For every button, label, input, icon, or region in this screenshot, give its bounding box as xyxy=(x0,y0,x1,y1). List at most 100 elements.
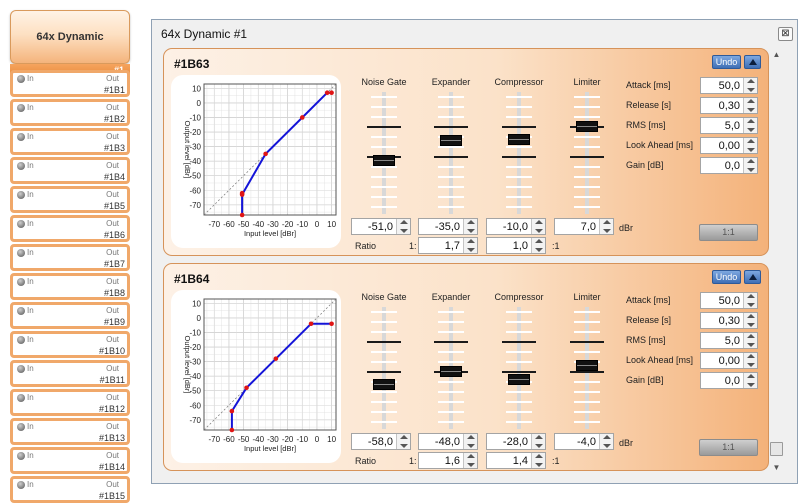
scroll-thumb[interactable] xyxy=(770,442,783,456)
slider-knob[interactable] xyxy=(440,366,462,378)
slider-knob[interactable] xyxy=(576,360,598,372)
channel-item[interactable]: In Out #1B9 xyxy=(10,302,130,329)
channel-item[interactable]: In Out #1B15 xyxy=(10,476,130,503)
channel-name: #1B11 xyxy=(99,375,125,385)
slider-tick xyxy=(574,176,600,178)
spin-arrows-icon[interactable] xyxy=(743,373,757,388)
expander-ratio-spin[interactable]: 1,6 xyxy=(418,452,478,469)
vertical-scrollbar[interactable]: ▲ ▼ xyxy=(769,47,784,475)
undo-button[interactable]: Undo xyxy=(712,55,741,69)
limiter-threshold-spin[interactable]: -4,0 xyxy=(554,433,614,450)
channel-item[interactable]: In Out #1B2 xyxy=(10,99,130,126)
compressor-ratio-spin[interactable]: 1,0 xyxy=(486,237,546,254)
module-title-button[interactable]: 64x Dynamic xyxy=(10,10,130,64)
spin-arrows-icon[interactable] xyxy=(743,118,757,133)
noise-gate-label: Noise Gate xyxy=(361,77,407,87)
spin-arrows-icon[interactable] xyxy=(743,98,757,113)
spin-arrows-icon[interactable] xyxy=(531,453,545,468)
spin-arrows-icon[interactable] xyxy=(531,219,545,234)
noise-gate-threshold-spin[interactable]: -51,0 xyxy=(351,218,411,235)
spin-arrows-icon[interactable] xyxy=(743,293,757,308)
slider-tick xyxy=(371,136,397,138)
limiter-slider[interactable] xyxy=(564,307,610,429)
x-tick-label: -10 xyxy=(296,435,308,444)
collapse-icon[interactable] xyxy=(744,55,761,69)
gain-spin[interactable]: 0,0 xyxy=(700,372,758,389)
slider-knob[interactable] xyxy=(440,135,462,147)
spin-arrows-icon[interactable] xyxy=(463,434,477,449)
rms-spin[interactable]: 5,0 xyxy=(700,117,758,134)
spin-arrows-icon[interactable] xyxy=(743,78,757,93)
spin-arrows-icon[interactable] xyxy=(463,453,477,468)
spin-arrows-icon[interactable] xyxy=(463,219,477,234)
noise-gate-slider[interactable] xyxy=(361,307,407,429)
compressor-threshold-spin[interactable]: -28,0 xyxy=(486,433,546,450)
slider-knob[interactable] xyxy=(508,373,530,385)
spin-arrows-icon[interactable] xyxy=(396,219,410,234)
spin-arrows-icon[interactable] xyxy=(743,333,757,348)
scroll-up-icon[interactable]: ▲ xyxy=(772,50,781,59)
attack-spin[interactable]: 50,0 xyxy=(700,292,758,309)
expander-slider[interactable] xyxy=(428,307,474,429)
expander-ratio-spin-value: 1,7 xyxy=(444,240,460,252)
slider-knob[interactable] xyxy=(508,133,530,145)
slider-knob[interactable] xyxy=(373,154,395,166)
compressor-slider[interactable] xyxy=(496,307,542,429)
spin-arrows-icon[interactable] xyxy=(743,138,757,153)
spin-arrows-icon[interactable] xyxy=(743,353,757,368)
channel-item[interactable]: In Out #1B1 xyxy=(10,70,130,97)
slider-tick xyxy=(506,96,532,98)
channel-item[interactable]: In Out #1B8 xyxy=(10,273,130,300)
channel-item[interactable]: In Out #1B4 xyxy=(10,157,130,184)
channel-item[interactable]: In Out #1B7 xyxy=(10,244,130,271)
undo-button[interactable]: Undo xyxy=(712,270,741,284)
compressor-slider[interactable] xyxy=(496,92,542,214)
channel-item[interactable]: In Out #1B13 xyxy=(10,418,130,445)
led-icon xyxy=(17,104,25,112)
expander-threshold-spin[interactable]: -35,0 xyxy=(418,218,478,235)
spin-arrows-icon[interactable] xyxy=(743,313,757,328)
channel-item[interactable]: In Out #1B14 xyxy=(10,447,130,474)
one-to-one-button[interactable]: 1:1 xyxy=(699,224,758,241)
limiter-threshold-spin[interactable]: 7,0 xyxy=(554,218,614,235)
slider-knob[interactable] xyxy=(373,378,395,390)
channel-item[interactable]: In Out #1B6 xyxy=(10,215,130,242)
close-button[interactable]: ⊠ xyxy=(778,27,793,41)
channel-name: #1B5 xyxy=(103,201,125,211)
led-icon xyxy=(17,191,25,199)
gain-spin[interactable]: 0,0 xyxy=(700,157,758,174)
ratio-label: Ratio xyxy=(355,456,377,466)
spin-arrows-icon[interactable] xyxy=(599,434,613,449)
scroll-down-icon[interactable]: ▼ xyxy=(772,463,781,472)
spin-arrows-icon[interactable] xyxy=(531,238,545,253)
compressor-ratio-spin[interactable]: 1,4 xyxy=(486,452,546,469)
spin-arrows-icon[interactable] xyxy=(463,238,477,253)
channel-item[interactable]: In Out #1B10 xyxy=(10,331,130,358)
channel-item[interactable]: In Out #1B11 xyxy=(10,360,130,387)
noise-gate-slider[interactable] xyxy=(361,92,407,214)
one-to-one-button[interactable]: 1:1 xyxy=(699,439,758,456)
look-ahead-spin[interactable]: 0,00 xyxy=(700,137,758,154)
slider-track xyxy=(449,92,453,214)
collapse-icon[interactable] xyxy=(744,270,761,284)
spin-arrows-icon[interactable] xyxy=(743,158,757,173)
channel-item[interactable]: In Out #1B12 xyxy=(10,389,130,416)
release-spin[interactable]: 0,30 xyxy=(700,312,758,329)
rms-spin[interactable]: 5,0 xyxy=(700,332,758,349)
compressor-threshold-spin[interactable]: -10,0 xyxy=(486,218,546,235)
release-spin[interactable]: 0,30 xyxy=(700,97,758,114)
spin-arrows-icon[interactable] xyxy=(396,434,410,449)
spin-arrows-icon[interactable] xyxy=(531,434,545,449)
attack-spin[interactable]: 50,0 xyxy=(700,77,758,94)
expander-threshold-spin[interactable]: -48,0 xyxy=(418,433,478,450)
slider-knob[interactable] xyxy=(576,120,598,132)
look-ahead-spin[interactable]: 0,00 xyxy=(700,352,758,369)
spin-arrows-icon[interactable] xyxy=(599,219,613,234)
expander-slider[interactable] xyxy=(428,92,474,214)
expander-ratio-spin[interactable]: 1,7 xyxy=(418,237,478,254)
channel-item[interactable]: In Out #1B5 xyxy=(10,186,130,213)
limiter-slider[interactable] xyxy=(564,92,610,214)
channel-item[interactable]: In Out #1B3 xyxy=(10,128,130,155)
slider-tick xyxy=(438,361,464,363)
noise-gate-threshold-spin[interactable]: -58,0 xyxy=(351,433,411,450)
